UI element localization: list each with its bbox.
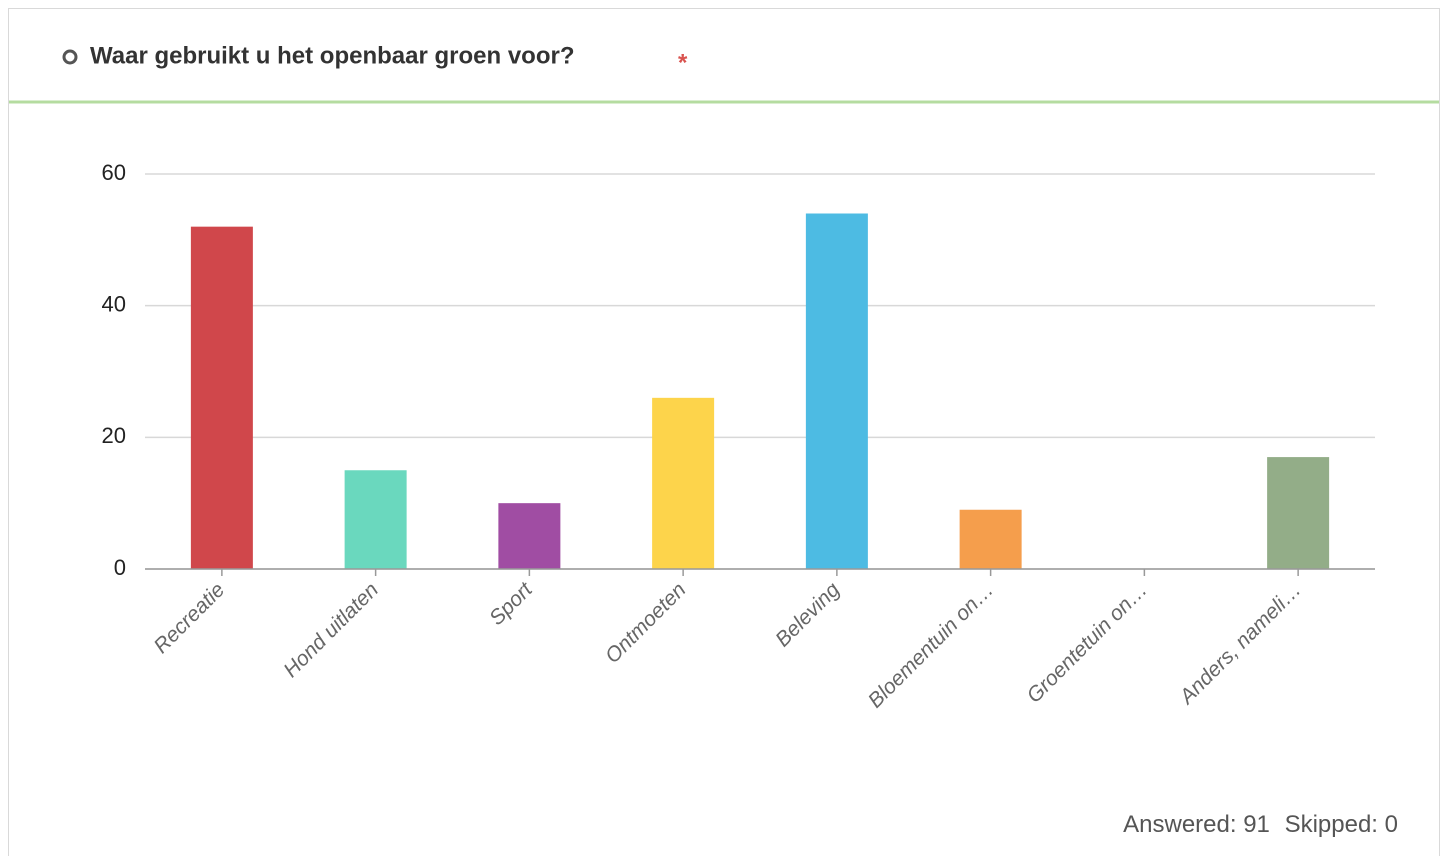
y-tick-label: 0 xyxy=(114,555,126,580)
required-mark: * xyxy=(678,49,688,76)
answered-count: 91 xyxy=(1243,811,1270,838)
y-tick-label: 40 xyxy=(102,291,126,316)
bar xyxy=(190,226,253,569)
bar xyxy=(959,509,1022,569)
skipped-count: 0 xyxy=(1385,811,1398,838)
bar xyxy=(344,470,407,569)
bar xyxy=(652,397,715,569)
bar xyxy=(805,213,868,569)
answered-label: Answered: xyxy=(1123,811,1236,838)
bar xyxy=(498,503,561,569)
question-icon xyxy=(62,49,78,65)
question-title: Waar gebruikt u het openbaar groen voor? xyxy=(90,42,575,69)
y-tick-label: 20 xyxy=(102,423,126,448)
y-tick-label: 60 xyxy=(102,160,126,185)
bar xyxy=(1267,457,1330,569)
skipped-label: Skipped: xyxy=(1285,811,1378,838)
footer: Answered: 91 Skipped: 0 xyxy=(1123,811,1398,838)
